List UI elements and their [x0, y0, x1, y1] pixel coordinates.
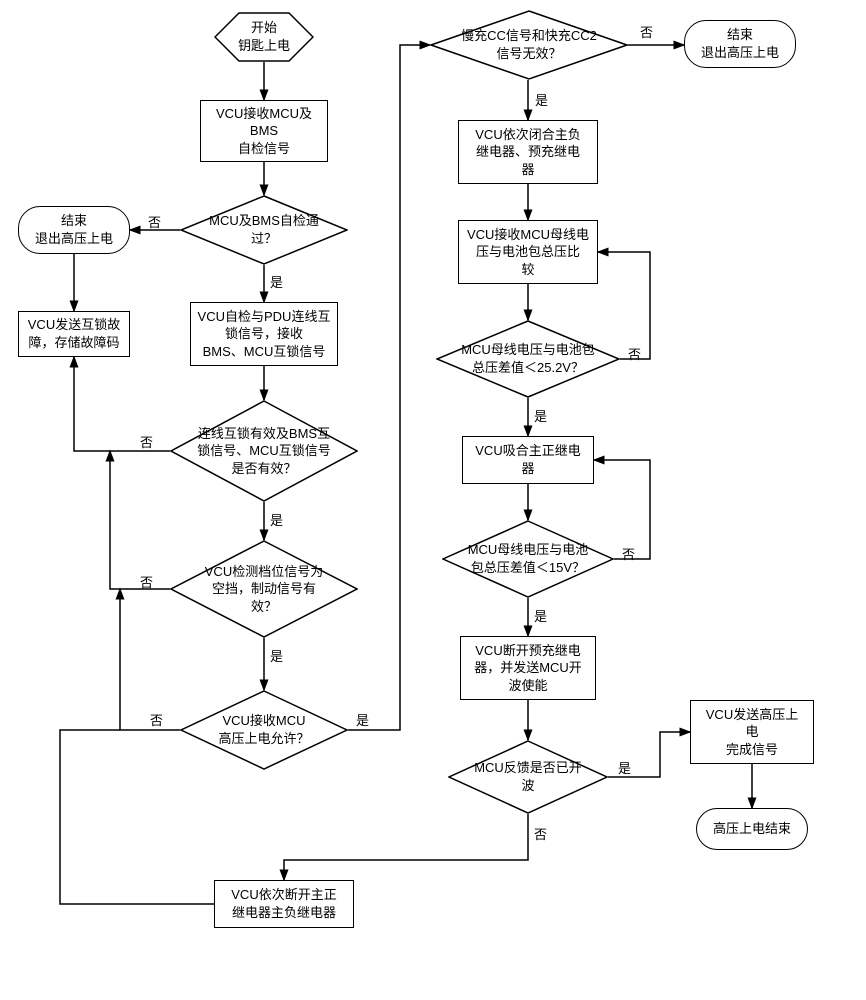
send-done-label: VCU发送高压上电完成信号 — [706, 706, 798, 759]
compare-label: VCU接收MCU母线电压与电池包总压比较 — [467, 226, 589, 279]
process-main-pos: VCU吸合主正继电器 — [462, 436, 594, 484]
diff25-label: MCU母线电压与电池包总压差值＜25.2V？ — [443, 341, 613, 376]
terminator-end2: 结束退出高压上电 — [684, 20, 796, 68]
open-main-label: VCU依次断开主正继电器主负继电器 — [231, 886, 336, 921]
process-recv: VCU接收MCU及BMS自检信号 — [200, 100, 328, 162]
process-fault: VCU发送互锁故障，存储故障码 — [18, 311, 130, 357]
end3-label: 高压上电结束 — [713, 820, 791, 838]
process-open-pre: VCU断开预充继电器，并发送MCU开波使能 — [460, 636, 596, 700]
decision-selftest: MCU及BMS自检通过？ — [180, 195, 348, 265]
decision-diff15: MCU母线电压与电池包总压差值＜15V？ — [442, 520, 614, 598]
decision-gear: VCU检测档位信号为空挡，制动信号有效？ — [170, 540, 358, 638]
decision-interlock-valid: 连线互锁有效及BMS互锁信号、MCU互锁信号是否有效？ — [170, 400, 358, 502]
label-fb-no: 否 — [534, 824, 547, 843]
decision-feedback: MCU反馈是否已开波 — [448, 740, 608, 814]
process-recv-label: VCU接收MCU及BMS自检信号 — [216, 105, 312, 158]
decision-cc: 慢充CC信号和快充CC2信号无效？ — [430, 10, 628, 80]
terminator-end1: 结束退出高压上电 — [18, 206, 130, 254]
label-gear-no: 否 — [140, 572, 153, 591]
cc-label: 慢充CC信号和快充CC2信号无效？ — [443, 27, 615, 62]
fault-label: VCU发送互锁故障，存储故障码 — [28, 316, 120, 351]
label-hv-yes: 是 — [356, 710, 369, 729]
gear-label: VCU检测档位信号为空挡，制动信号有效？ — [187, 563, 341, 616]
decision-diff25: MCU母线电压与电池包总压差值＜25.2V？ — [436, 320, 620, 398]
open-pre-label: VCU断开预充继电器，并发送MCU开波使能 — [474, 642, 582, 695]
label-gear-yes: 是 — [270, 646, 283, 665]
label-diff25-no: 否 — [628, 344, 641, 363]
label-interlock-no: 否 — [140, 432, 153, 451]
label-diff15-no: 否 — [622, 544, 635, 563]
interlock-valid-label: 连线互锁有效及BMS互锁信号、MCU互锁信号是否有效？ — [179, 425, 349, 478]
label-diff25-yes: 是 — [534, 406, 547, 425]
process-close-relay: VCU依次闭合主负继电器、预充继电器 — [458, 120, 598, 184]
process-open-main: VCU依次断开主正继电器主负继电器 — [214, 880, 354, 928]
label-cc-yes: 是 — [535, 90, 548, 109]
label-interlock-yes: 是 — [270, 510, 283, 529]
hv-allow-label: VCU接收MCU高压上电允许？ — [200, 712, 327, 747]
terminator-end3: 高压上电结束 — [696, 808, 808, 850]
label-selftest-yes: 是 — [270, 272, 283, 291]
label-cc-no: 否 — [640, 22, 653, 41]
label-selftest-no: 否 — [148, 212, 161, 231]
main-pos-label: VCU吸合主正继电器 — [475, 442, 580, 477]
end1-label: 结束退出高压上电 — [35, 212, 113, 247]
start-node: 开始钥匙上电 — [214, 12, 314, 62]
feedback-label: MCU反馈是否已开波 — [456, 759, 600, 794]
decision-hv-allow: VCU接收MCU高压上电允许？ — [180, 690, 348, 770]
decision-selftest-label: MCU及BMS自检通过？ — [186, 212, 342, 247]
flowchart-connectors — [0, 0, 866, 1000]
diff15-label: MCU母线电压与电池包总压差值＜15V？ — [450, 541, 607, 576]
label-diff15-yes: 是 — [534, 606, 547, 625]
process-compare: VCU接收MCU母线电压与电池包总压比较 — [458, 220, 598, 284]
process-send-done: VCU发送高压上电完成信号 — [690, 700, 814, 764]
label-fb-yes: 是 — [618, 758, 631, 777]
label-hv-no: 否 — [150, 710, 163, 729]
process-interlock-send: VCU自检与PDU连线互锁信号，接收BMS、MCU互锁信号 — [190, 302, 338, 366]
start-label: 开始钥匙上电 — [238, 19, 290, 54]
interlock-send-label: VCU自检与PDU连线互锁信号，接收BMS、MCU互锁信号 — [198, 308, 331, 361]
close-relay-label: VCU依次闭合主负继电器、预充继电器 — [475, 126, 580, 179]
end2-label: 结束退出高压上电 — [701, 26, 779, 61]
